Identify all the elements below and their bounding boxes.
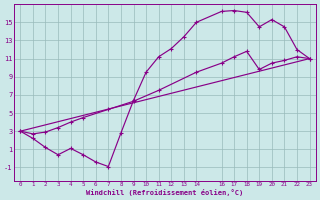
X-axis label: Windchill (Refroidissement éolien,°C): Windchill (Refroidissement éolien,°C): [86, 189, 244, 196]
